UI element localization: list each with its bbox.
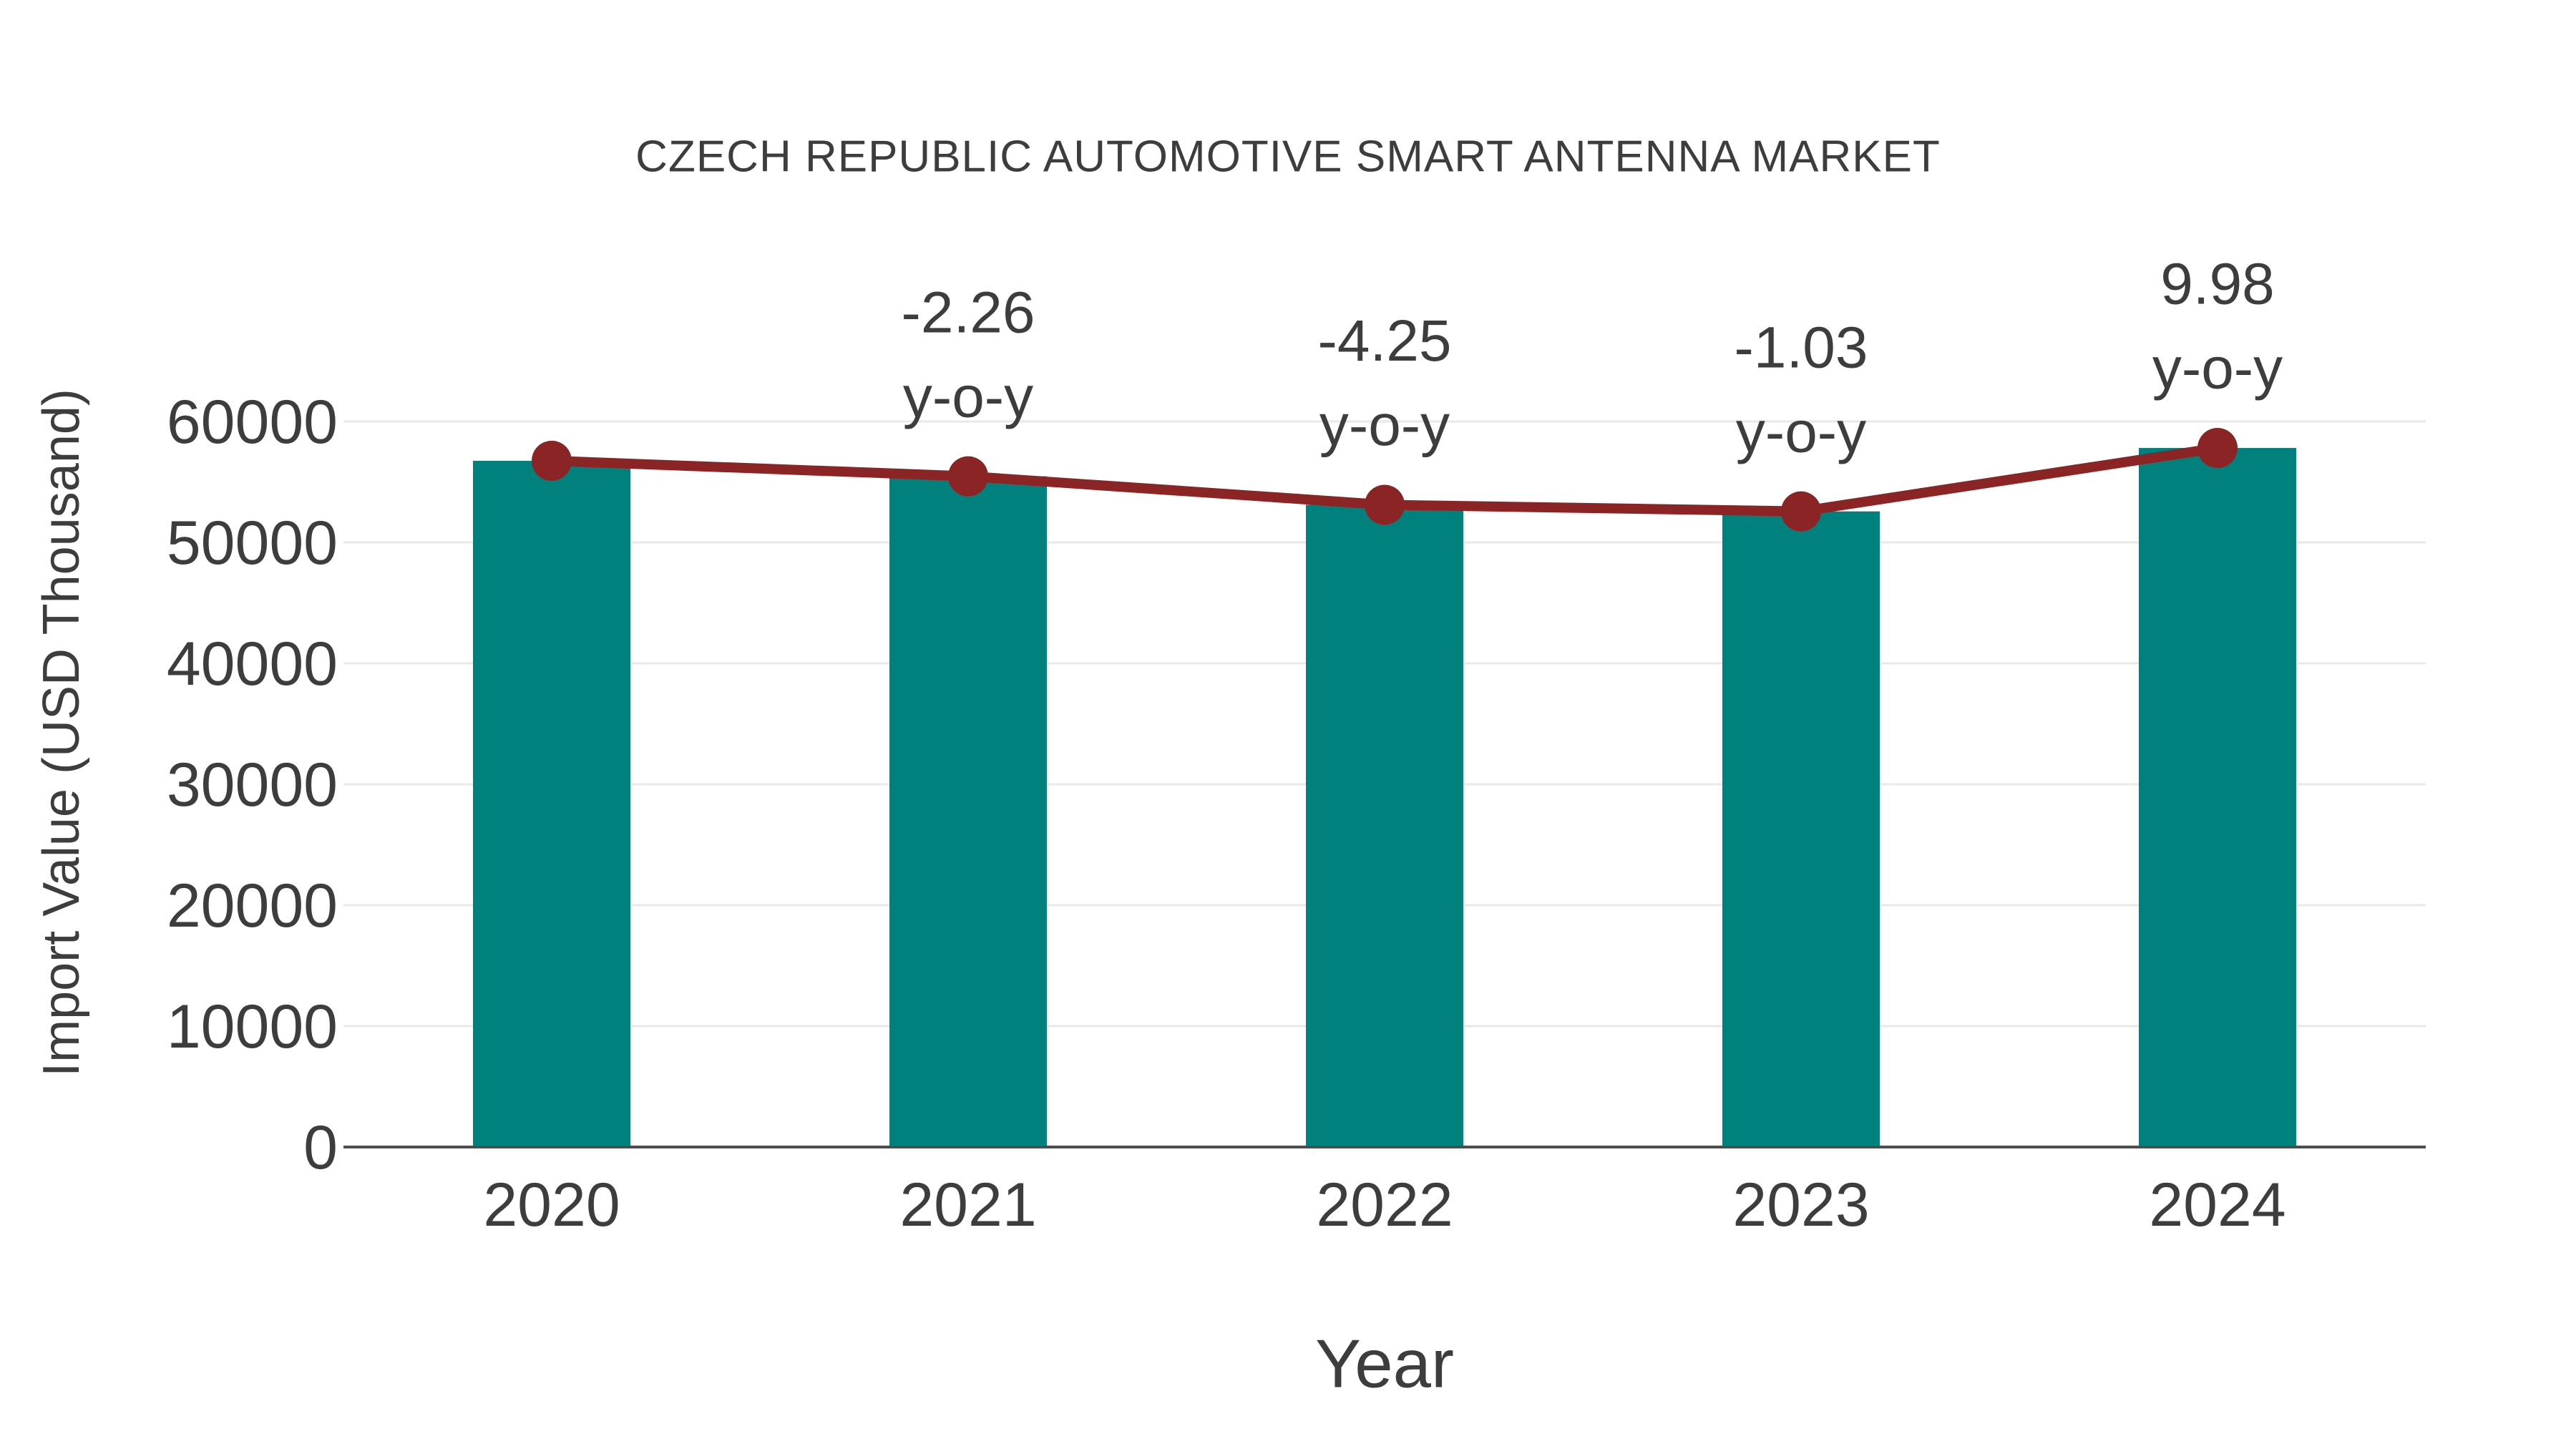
y-tick-label-30000: 30000 <box>167 751 338 819</box>
chart-title: CZECH REPUBLIC AUTOMOTIVE SMART ANTENNA … <box>635 132 1941 182</box>
trend-marker-2021 <box>948 456 988 497</box>
trend-marker-2022 <box>1365 484 1405 525</box>
trend-marker-2020 <box>532 440 572 481</box>
bar-2020 <box>473 460 630 1147</box>
annotation-value-2024: 9.98 <box>2160 252 2275 317</box>
bar-2021 <box>889 476 1047 1147</box>
y-tick-label-0: 0 <box>303 1113 338 1182</box>
bars <box>473 448 2296 1147</box>
trend-line <box>532 428 2238 532</box>
x-axis-title: Year <box>1315 1326 1454 1402</box>
annotation-value-2021: -2.26 <box>902 280 1035 345</box>
x-axis: 2020 2021 2022 2023 2024 <box>343 1146 2426 1239</box>
y-tick-label-60000: 60000 <box>167 388 338 457</box>
y-tick-label-10000: 10000 <box>167 992 338 1061</box>
y-axis: 0 10000 20000 30000 40000 50000 60000 <box>167 388 338 1182</box>
x-tick-label-2022: 2022 <box>1316 1171 1453 1239</box>
x-tick-label-2024: 2024 <box>2149 1171 2285 1239</box>
x-tick-label-2020: 2020 <box>483 1171 620 1239</box>
bar-2023 <box>1722 511 1880 1147</box>
y-tick-label-40000: 40000 <box>167 630 338 698</box>
bar-2022 <box>1306 504 1463 1147</box>
annotation-yoy-2021: y-o-y <box>903 364 1033 429</box>
bar-2024 <box>2139 448 2296 1147</box>
x-tick-label-2021: 2021 <box>899 1171 1036 1239</box>
annotation-value-2022: -4.25 <box>1318 308 1452 374</box>
annotation-yoy-2022: y-o-y <box>1319 393 1450 458</box>
trend-marker-2024 <box>2197 428 2238 469</box>
annotation-yoy-2024: y-o-y <box>2152 336 2283 401</box>
y-axis-title: Import Value (USD Thousand) <box>33 389 90 1077</box>
annotation-value-2023: -1.03 <box>1735 315 1868 380</box>
annotations: -2.26 y-o-y -4.25 y-o-y -1.03 y-o-y 9.98 y-o-y <box>902 252 2283 465</box>
y-tick-label-20000: 20000 <box>167 872 338 940</box>
x-tick-label-2023: 2023 <box>1732 1171 1869 1239</box>
y-tick-label-50000: 50000 <box>167 509 338 577</box>
trend-marker-2023 <box>1781 491 1821 532</box>
annotation-yoy-2023: y-o-y <box>1736 399 1866 464</box>
